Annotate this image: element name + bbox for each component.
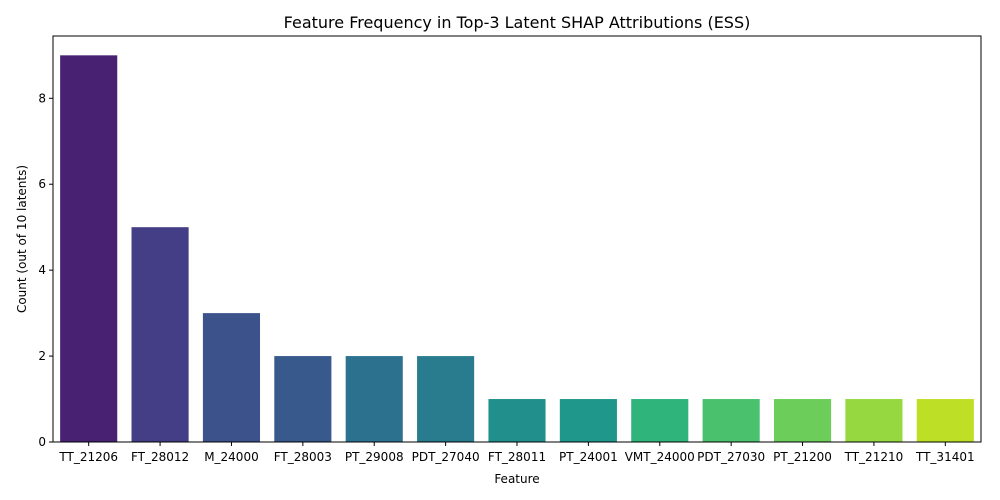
bar-pt-24001 xyxy=(559,399,617,442)
chart-title: Feature Frequency in Top-3 Latent SHAP A… xyxy=(284,13,751,32)
bar-pt-21200 xyxy=(773,399,832,442)
bar-tt-31401 xyxy=(916,399,974,442)
bar-vmt-24000 xyxy=(631,399,689,442)
bar-tt-21206 xyxy=(60,55,118,442)
bar-pt-29008 xyxy=(345,356,403,442)
plot-frame xyxy=(52,35,982,443)
x-tick-label: PT_29008 xyxy=(345,450,404,464)
y-tick-label: 2 xyxy=(38,349,46,363)
x-tick-label: FT_28012 xyxy=(131,450,189,464)
y-tick-label: 4 xyxy=(38,263,46,277)
plot-area xyxy=(52,35,982,443)
y-tick-label: 6 xyxy=(38,177,46,191)
y-tick-label: 8 xyxy=(38,91,46,105)
x-tick-label: VMT_24000 xyxy=(625,450,695,464)
bar-pdt-27030 xyxy=(702,399,760,442)
x-tick-label: PT_21200 xyxy=(773,450,832,464)
y-tick-label: 0 xyxy=(38,435,46,449)
x-tick-label: M_24000 xyxy=(204,450,259,464)
bar-ft-28012 xyxy=(131,227,189,442)
x-tick-label: FT_28011 xyxy=(488,450,546,464)
x-tick-label: FT_28003 xyxy=(274,450,332,464)
x-tick-label: TT_21210 xyxy=(844,450,904,464)
bar-ft-28003 xyxy=(274,356,332,442)
y-axis: 0 2 4 6 8 xyxy=(38,91,53,449)
bar-ft-28011 xyxy=(488,399,546,442)
x-tick-label: PT_24001 xyxy=(559,450,618,464)
x-axis: TT_21206 FT_28012 M_24000 FT_28003 PT_29008 P… xyxy=(58,442,975,464)
x-tick-label: TT_31401 xyxy=(915,450,975,464)
x-tick-label: PDT_27030 xyxy=(697,450,765,464)
x-axis-label: Feature xyxy=(494,472,539,486)
bar-tt-21210 xyxy=(845,399,903,442)
bar-pdt-27040 xyxy=(417,356,475,442)
x-tick-label: TT_21206 xyxy=(58,450,118,464)
x-tick-label: PDT_27040 xyxy=(412,450,480,464)
bar-m-24000 xyxy=(202,313,261,442)
y-axis-label: Count (out of 10 latents) xyxy=(15,165,29,313)
